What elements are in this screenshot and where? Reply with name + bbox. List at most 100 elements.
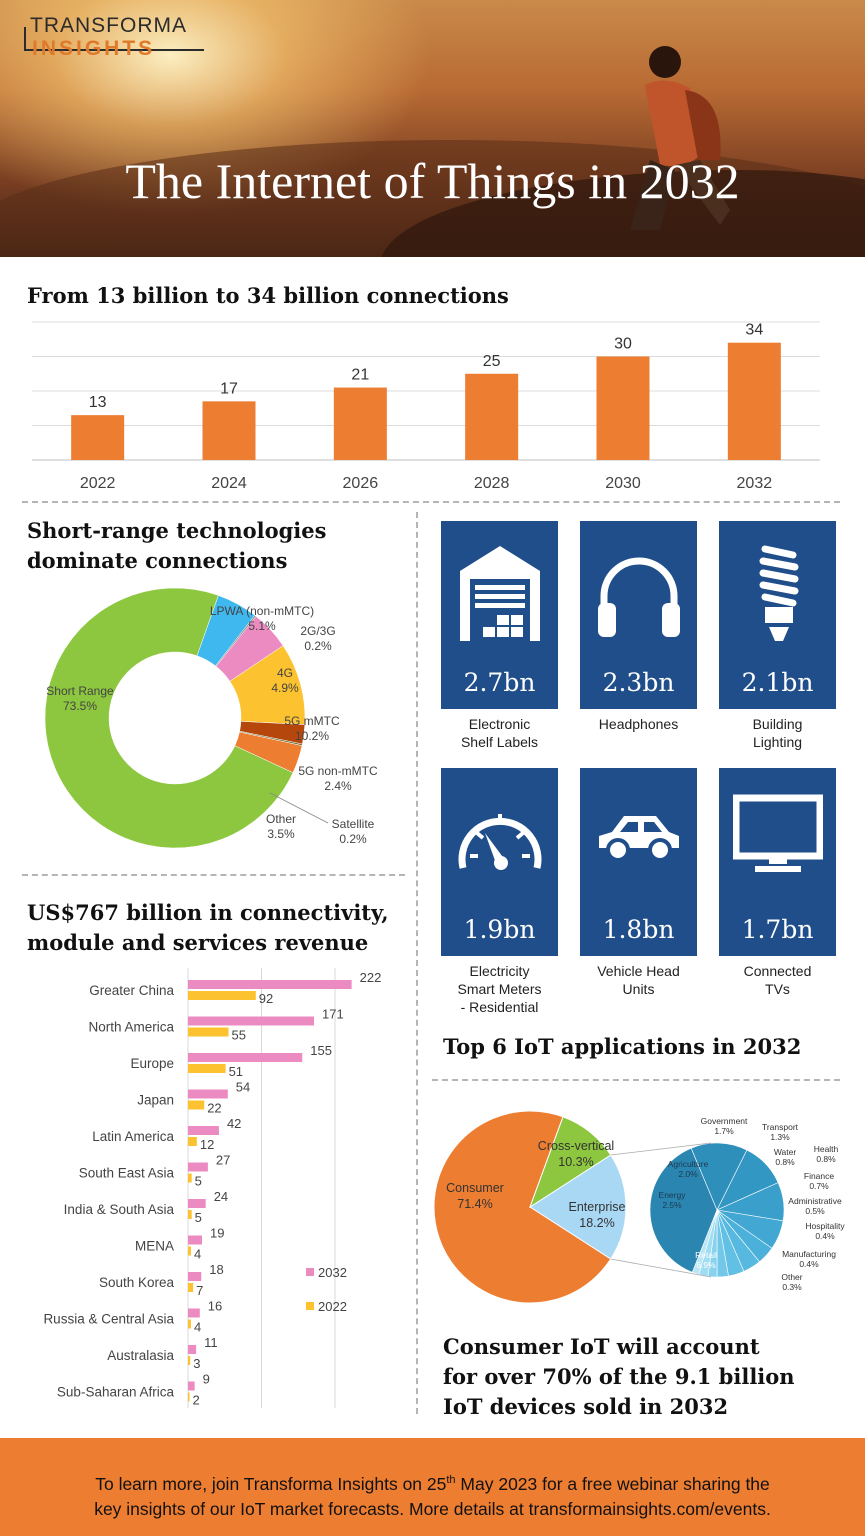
slice-label: Consumer bbox=[446, 1181, 504, 1195]
hero-banner: TRANSFORMA INSIGHTS The Internet of Thin… bbox=[0, 0, 865, 257]
breakdown-value: 2.0% bbox=[678, 1169, 698, 1179]
category-label: Sub-Saharan Africa bbox=[57, 1385, 175, 1400]
bar bbox=[188, 1308, 200, 1318]
breakdown-value: 1.3% bbox=[770, 1132, 790, 1142]
data-label: 55 bbox=[232, 1028, 246, 1043]
slice-value: 71.4% bbox=[457, 1197, 492, 1211]
slice-label: 2G/3G bbox=[300, 624, 335, 638]
headphones-icon bbox=[598, 557, 680, 637]
breakdown-value: 0.8% bbox=[816, 1154, 836, 1164]
legend-label: 2032 bbox=[318, 1265, 347, 1280]
data-label: 5 bbox=[195, 1174, 202, 1189]
bar bbox=[188, 1235, 203, 1245]
page-title: The Internet of Things in 2032 bbox=[125, 153, 740, 209]
application-label: Electronic Shelf Labels bbox=[460, 716, 539, 750]
slice-value: 0.2% bbox=[339, 832, 367, 846]
bar bbox=[188, 1381, 195, 1391]
slice-label: 5G mMTC bbox=[284, 714, 340, 728]
breakdown-value: 0.4% bbox=[815, 1231, 835, 1241]
bar bbox=[71, 415, 125, 460]
data-label: 9 bbox=[203, 1372, 210, 1387]
application-tile: 2.3bn bbox=[580, 521, 697, 709]
data-label: 24 bbox=[214, 1189, 228, 1204]
logo-bracket bbox=[24, 27, 204, 51]
bar bbox=[188, 1064, 226, 1073]
revenue-heading: US$767 billion in connectivity, module an… bbox=[27, 900, 389, 955]
application-label: Headphones bbox=[598, 716, 679, 732]
category-label: MENA bbox=[135, 1239, 174, 1254]
data-label: 13 bbox=[89, 394, 107, 411]
application-value: 2.1bn bbox=[741, 668, 814, 697]
breakdown-label: Agriculture bbox=[668, 1159, 709, 1169]
slice-label: Satellite bbox=[332, 817, 375, 831]
application-tile: 2.7bn bbox=[441, 521, 558, 709]
bar bbox=[188, 1392, 190, 1402]
data-label: 21 bbox=[351, 367, 369, 384]
divider bbox=[22, 501, 840, 503]
slice-value: 2.4% bbox=[324, 779, 352, 793]
data-label: 22 bbox=[207, 1101, 221, 1116]
slice-label: Enterprise bbox=[569, 1200, 626, 1214]
bar bbox=[188, 1126, 219, 1135]
application-value: 2.7bn bbox=[463, 668, 536, 697]
tick-label: 2028 bbox=[474, 475, 510, 492]
bar bbox=[188, 1053, 303, 1062]
application-label: Building Lighting bbox=[752, 716, 803, 750]
application-label: Connected TVs bbox=[743, 963, 812, 997]
data-label: 16 bbox=[208, 1299, 222, 1314]
bar bbox=[188, 1356, 191, 1365]
category-label: Latin America bbox=[92, 1129, 174, 1144]
slice-value: 0.2% bbox=[304, 639, 332, 653]
data-label: 4 bbox=[194, 1320, 201, 1335]
bar bbox=[188, 1319, 191, 1329]
data-label: 4 bbox=[194, 1247, 201, 1262]
application-tile: 1.7bn bbox=[719, 768, 836, 956]
bar bbox=[188, 1345, 197, 1354]
tick-label: 2030 bbox=[605, 475, 641, 492]
category-label: Russia & Central Asia bbox=[43, 1312, 174, 1327]
logo-text: TRANSFORMA bbox=[30, 14, 187, 37]
devices-heading: Consumer IoT will account for over 70% of… bbox=[443, 1334, 795, 1419]
breakdown-value: 6.9% bbox=[696, 1260, 716, 1270]
tech-heading: Short-range technologies dominate connect… bbox=[27, 518, 327, 573]
gauge-icon bbox=[458, 814, 542, 870]
data-label: 42 bbox=[227, 1116, 241, 1131]
bar bbox=[188, 1089, 228, 1099]
data-label: 17 bbox=[220, 380, 238, 397]
bar bbox=[188, 980, 352, 989]
bar bbox=[727, 342, 781, 460]
breakdown-value: 0.4% bbox=[799, 1259, 819, 1269]
slice-value: 18.2% bbox=[579, 1216, 614, 1230]
connector-line bbox=[610, 1258, 712, 1278]
breakdown-label: Water bbox=[774, 1147, 797, 1157]
breakdown-value: 0.8% bbox=[775, 1157, 795, 1167]
category-label: Greater China bbox=[89, 983, 174, 998]
footer-text: To learn more, join Transforma Insights … bbox=[94, 1473, 771, 1519]
logo-text: INSIGHTS bbox=[32, 37, 156, 60]
slice-label: LPWA (non-mMTC) bbox=[210, 604, 314, 618]
data-label: 155 bbox=[310, 1043, 332, 1058]
slice-value: 5.1% bbox=[248, 619, 276, 633]
breakdown-label: Energy bbox=[659, 1190, 687, 1200]
connector-line bbox=[610, 1142, 712, 1156]
application-tile: 1.8bn bbox=[580, 768, 697, 956]
slice-label: 4G bbox=[277, 666, 293, 680]
tick-label: 2024 bbox=[211, 475, 247, 492]
data-label: 54 bbox=[236, 1080, 250, 1095]
category-label: North America bbox=[88, 1020, 174, 1035]
data-label: 7 bbox=[196, 1283, 203, 1298]
legend-label: 2022 bbox=[318, 1299, 347, 1314]
application-value: 1.9bn bbox=[463, 915, 536, 944]
tick-label: 2032 bbox=[737, 475, 773, 492]
slice-label: Cross-vertical bbox=[538, 1139, 614, 1153]
category-label: Europe bbox=[130, 1056, 174, 1071]
data-label: 18 bbox=[209, 1262, 223, 1277]
breakdown-label: Transport bbox=[762, 1122, 799, 1132]
bar bbox=[188, 1016, 315, 1026]
application-label: Vehicle Head Units bbox=[597, 963, 680, 997]
divider bbox=[22, 874, 405, 876]
breakdown-label: Other bbox=[781, 1272, 802, 1282]
slice-value: 4.9% bbox=[271, 681, 299, 695]
breakdown-label: Health bbox=[814, 1144, 839, 1154]
slice-label: Short Range bbox=[46, 684, 114, 698]
